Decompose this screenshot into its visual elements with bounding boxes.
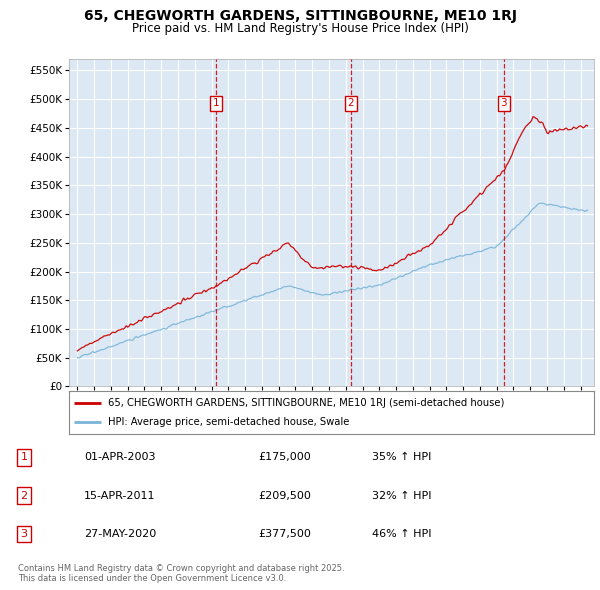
Text: 2: 2 xyxy=(20,491,28,500)
Text: 01-APR-2003: 01-APR-2003 xyxy=(84,453,155,462)
Text: 65, CHEGWORTH GARDENS, SITTINGBOURNE, ME10 1RJ (semi-detached house): 65, CHEGWORTH GARDENS, SITTINGBOURNE, ME… xyxy=(109,398,505,408)
Text: 46% ↑ HPI: 46% ↑ HPI xyxy=(372,529,431,539)
Text: 3: 3 xyxy=(500,98,507,108)
Text: £209,500: £209,500 xyxy=(258,491,311,500)
Text: 2: 2 xyxy=(347,98,354,108)
Text: 35% ↑ HPI: 35% ↑ HPI xyxy=(372,453,431,462)
Text: 65, CHEGWORTH GARDENS, SITTINGBOURNE, ME10 1RJ: 65, CHEGWORTH GARDENS, SITTINGBOURNE, ME… xyxy=(83,9,517,23)
Text: £175,000: £175,000 xyxy=(258,453,311,462)
Text: Price paid vs. HM Land Registry's House Price Index (HPI): Price paid vs. HM Land Registry's House … xyxy=(131,22,469,35)
Text: £377,500: £377,500 xyxy=(258,529,311,539)
Text: 1: 1 xyxy=(212,98,219,108)
Text: HPI: Average price, semi-detached house, Swale: HPI: Average price, semi-detached house,… xyxy=(109,417,350,427)
Text: 1: 1 xyxy=(20,453,28,462)
Text: 3: 3 xyxy=(20,529,28,539)
Text: 15-APR-2011: 15-APR-2011 xyxy=(84,491,155,500)
Text: 32% ↑ HPI: 32% ↑ HPI xyxy=(372,491,431,500)
Text: 27-MAY-2020: 27-MAY-2020 xyxy=(84,529,156,539)
Text: Contains HM Land Registry data © Crown copyright and database right 2025.
This d: Contains HM Land Registry data © Crown c… xyxy=(18,563,344,583)
